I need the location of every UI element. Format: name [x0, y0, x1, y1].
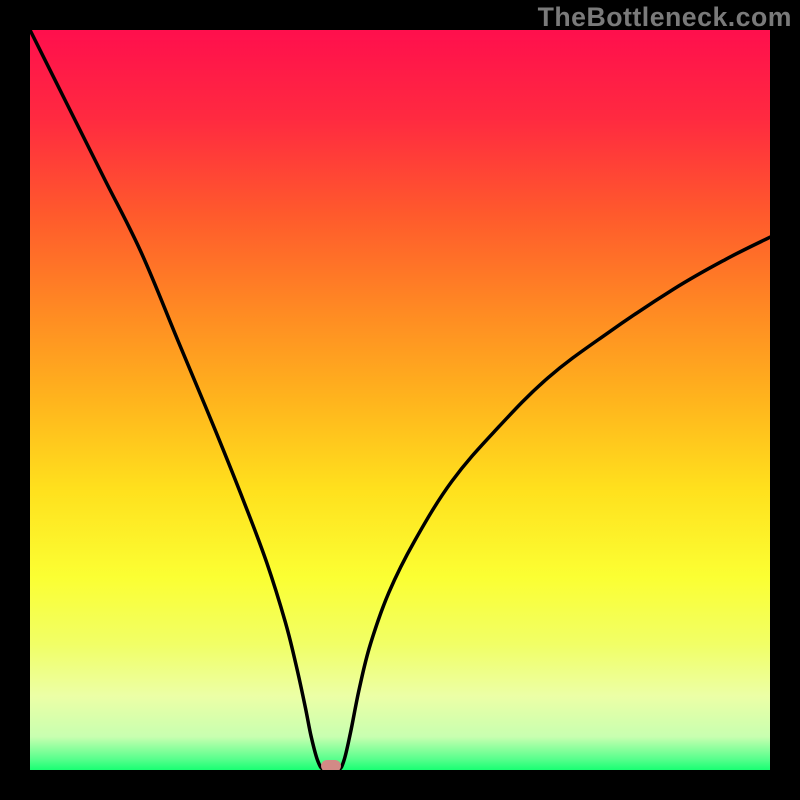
frame-left [0, 0, 30, 800]
bottleneck-curve [30, 30, 770, 770]
plot-area [30, 30, 770, 770]
chart-canvas: TheBottleneck.com [0, 0, 800, 800]
frame-bottom [0, 770, 800, 800]
optimum-marker [321, 760, 341, 770]
frame-right [770, 0, 800, 800]
curve-path [30, 30, 770, 770]
frame-top [0, 0, 800, 30]
